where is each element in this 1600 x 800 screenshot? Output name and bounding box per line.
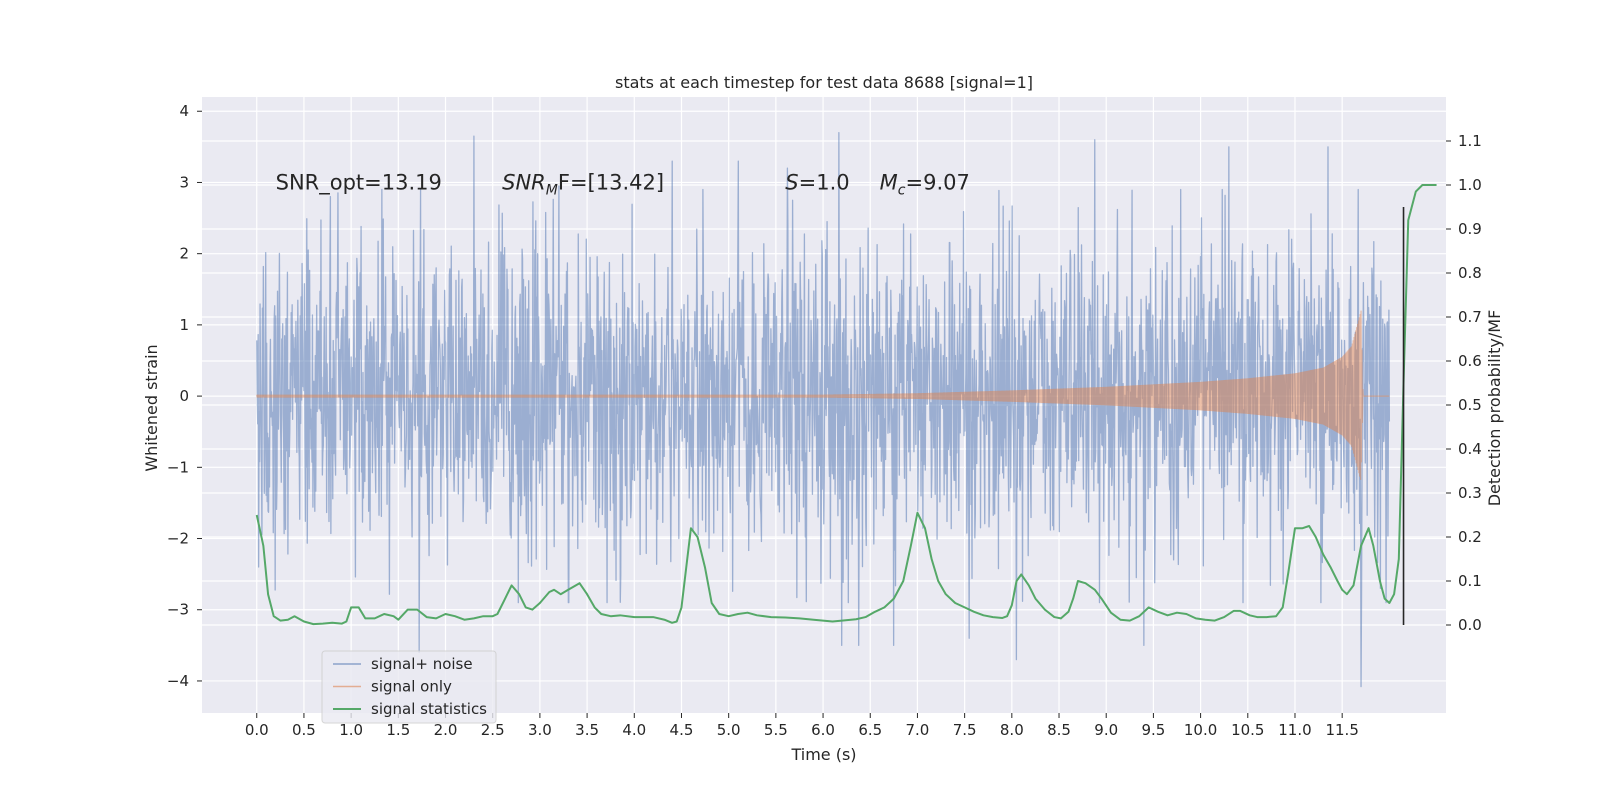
x-tick-label: 11.0 [1278, 721, 1311, 739]
x-tick-label: 4.5 [670, 721, 694, 739]
annotation-1: SNRMF=[13.42] [502, 170, 664, 198]
x-tick-label: 8.5 [1047, 721, 1071, 739]
x-tick-label: 9.5 [1141, 721, 1165, 739]
x-tick-label: 3.5 [575, 721, 599, 739]
y2-tick-label: 0.1 [1458, 572, 1482, 590]
x-tick-label: 9.0 [1094, 721, 1118, 739]
legend: signal+ noise signal only signal statistic… [321, 650, 497, 724]
x-tick-label: 1.0 [339, 721, 363, 739]
x-tick-label: 6.5 [858, 721, 882, 739]
y2-tick-label: 1.1 [1458, 132, 1482, 150]
annotation-sub: M [546, 182, 558, 198]
x-tick-label: 5.0 [717, 721, 741, 739]
y-tick-label: −3 [167, 601, 189, 619]
y2-tick-label: 0.5 [1458, 396, 1482, 414]
series-layer [255, 131, 1437, 688]
x-tick-label: 2.5 [481, 721, 505, 739]
y2-tick-label: 0.3 [1458, 484, 1482, 502]
y2-tick-label: 0.7 [1458, 308, 1482, 326]
annotation-rest: =9.07 [906, 170, 970, 194]
x-tick-label: 3.0 [528, 721, 552, 739]
y2-axis-title: Detection probability/MF [1485, 310, 1504, 507]
legend-label: signal only [371, 678, 452, 696]
x-tick-label: 11.5 [1325, 721, 1358, 739]
x-tick-label: 10.5 [1231, 721, 1264, 739]
legend-label: signal+ noise [371, 655, 473, 673]
legend-label: signal statistics [371, 700, 487, 718]
y-tick-label: 2 [179, 245, 189, 263]
x-tick-label: 0.5 [292, 721, 316, 739]
x-tick-label: 5.5 [764, 721, 788, 739]
annotation-0: SNR_opt=13.19 [276, 170, 442, 195]
ticks: 0.0 0.5 1.0 1.5 2.0 2.5 3.0 3.5 4.0 4.5 5.0 5.5 6.0 6… [167, 102, 1482, 739]
y-tick-label: 0 [179, 387, 189, 405]
legend-box [321, 650, 497, 724]
y-axis-title: Whitened strain [142, 344, 161, 471]
series-signal-noise [256, 131, 1391, 688]
annotation-rest: =1.0 [799, 170, 850, 194]
y-tick-label: 1 [179, 316, 189, 334]
x-tick-label: 10.0 [1184, 721, 1217, 739]
x-tick-label: 2.0 [434, 721, 458, 739]
annotation-main: M [880, 170, 898, 194]
annotation-main: SNR [502, 170, 546, 194]
x-tick-label: 7.0 [906, 721, 930, 739]
x-tick-label: 6.0 [811, 721, 835, 739]
annotations: SNR_opt=13.19 SNRMF=[13.42] S=1.0 Mc=9.07 [276, 170, 970, 198]
y2-tick-label: 0.2 [1458, 528, 1482, 546]
y-tick-label: −1 [167, 458, 189, 476]
y2-tick-label: 0.4 [1458, 440, 1482, 458]
y-tick-label: −2 [167, 530, 189, 548]
x-axis-title: Time (s) [790, 745, 856, 764]
annotation-2: S=1.0 [785, 170, 849, 194]
x-tick-label: 1.5 [386, 721, 410, 739]
y2-tick-label: 0.8 [1458, 264, 1482, 282]
y-tick-label: −4 [167, 672, 189, 690]
y-tick-label: 4 [179, 102, 189, 120]
x-tick-label: 8.0 [1000, 721, 1024, 739]
y2-tick-label: 0.9 [1458, 220, 1482, 238]
x-tick-label: 4.0 [622, 721, 646, 739]
chart-title: stats at each timestep for test data 868… [615, 73, 1033, 92]
annotation-3: Mc=9.07 [880, 170, 970, 198]
y2-tick-label: 1.0 [1458, 176, 1482, 194]
series-signal-statistics [255, 184, 1437, 626]
y2-tick-label: 0.6 [1458, 352, 1482, 370]
y2-tick-label: 0.0 [1458, 616, 1482, 634]
x-tick-label: 0.0 [245, 721, 269, 739]
series-signal-only [256, 310, 1390, 480]
annotation-sub: c [898, 182, 906, 198]
annotation-main: S [785, 170, 798, 194]
annotation-rest: F=[13.42] [558, 170, 664, 194]
y-tick-label: 3 [179, 173, 189, 191]
x-tick-label: 7.5 [953, 721, 977, 739]
